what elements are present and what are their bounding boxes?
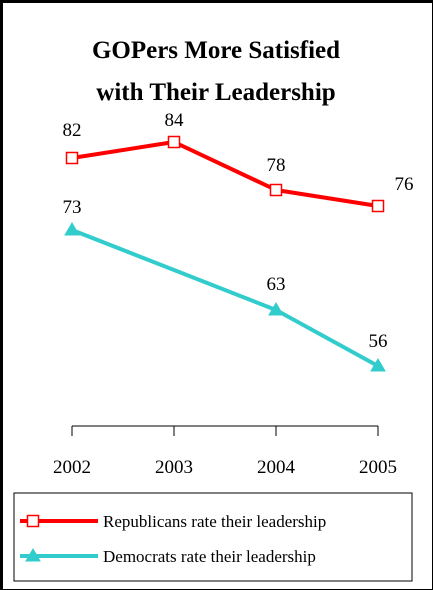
series-republicans: 82 84 78 76	[63, 110, 414, 213]
data-label-2004: 78	[267, 155, 286, 176]
data-label-2005: 56	[369, 331, 388, 352]
data-point-2002	[65, 151, 79, 165]
legend-label: Republicans rate their leadership	[103, 512, 326, 531]
series-layer: 82 84 78 76 73 63 56	[63, 110, 414, 372]
data-label-2002: 73	[63, 197, 82, 218]
legend-item-democrats: Democrats rate their leadership	[20, 547, 316, 566]
data-label-2005: 76	[395, 174, 414, 195]
legend-marker	[26, 514, 40, 528]
chart-title-line-2: with Their Leadership	[96, 79, 335, 106]
chart-title-line-1: GOPers More Satisfied	[92, 37, 340, 64]
x-tick-label-2002: 2002	[53, 457, 91, 478]
data-point-2004	[269, 183, 283, 197]
x-axis-ticks	[71, 426, 379, 436]
series-line	[71, 140, 379, 208]
legend-marker	[25, 548, 41, 562]
legend-item-republicans: Republicans rate their leadership	[20, 512, 326, 531]
data-point-2005	[371, 199, 385, 213]
x-tick-label-2004: 2004	[257, 457, 296, 478]
x-tick-label-2005: 2005	[359, 457, 397, 478]
data-point-2004	[268, 302, 284, 316]
data-label-2002: 82	[63, 120, 82, 141]
series-line	[71, 228, 379, 368]
data-point-2002	[64, 222, 80, 236]
data-label-2003: 84	[165, 110, 185, 131]
legend-box	[13, 492, 413, 582]
x-tick-label-2003: 2003	[155, 457, 193, 478]
data-point-2003	[167, 135, 181, 149]
data-point-2005	[370, 358, 386, 372]
legend-label: Democrats rate their leadership	[103, 547, 316, 566]
x-axis-labels: 2002 2003 2004 2005	[53, 457, 397, 478]
legend: Republicans rate their leadership Democra…	[20, 512, 326, 566]
series-democrats: 73 63 56	[63, 197, 388, 372]
data-label-2004: 63	[267, 274, 286, 295]
